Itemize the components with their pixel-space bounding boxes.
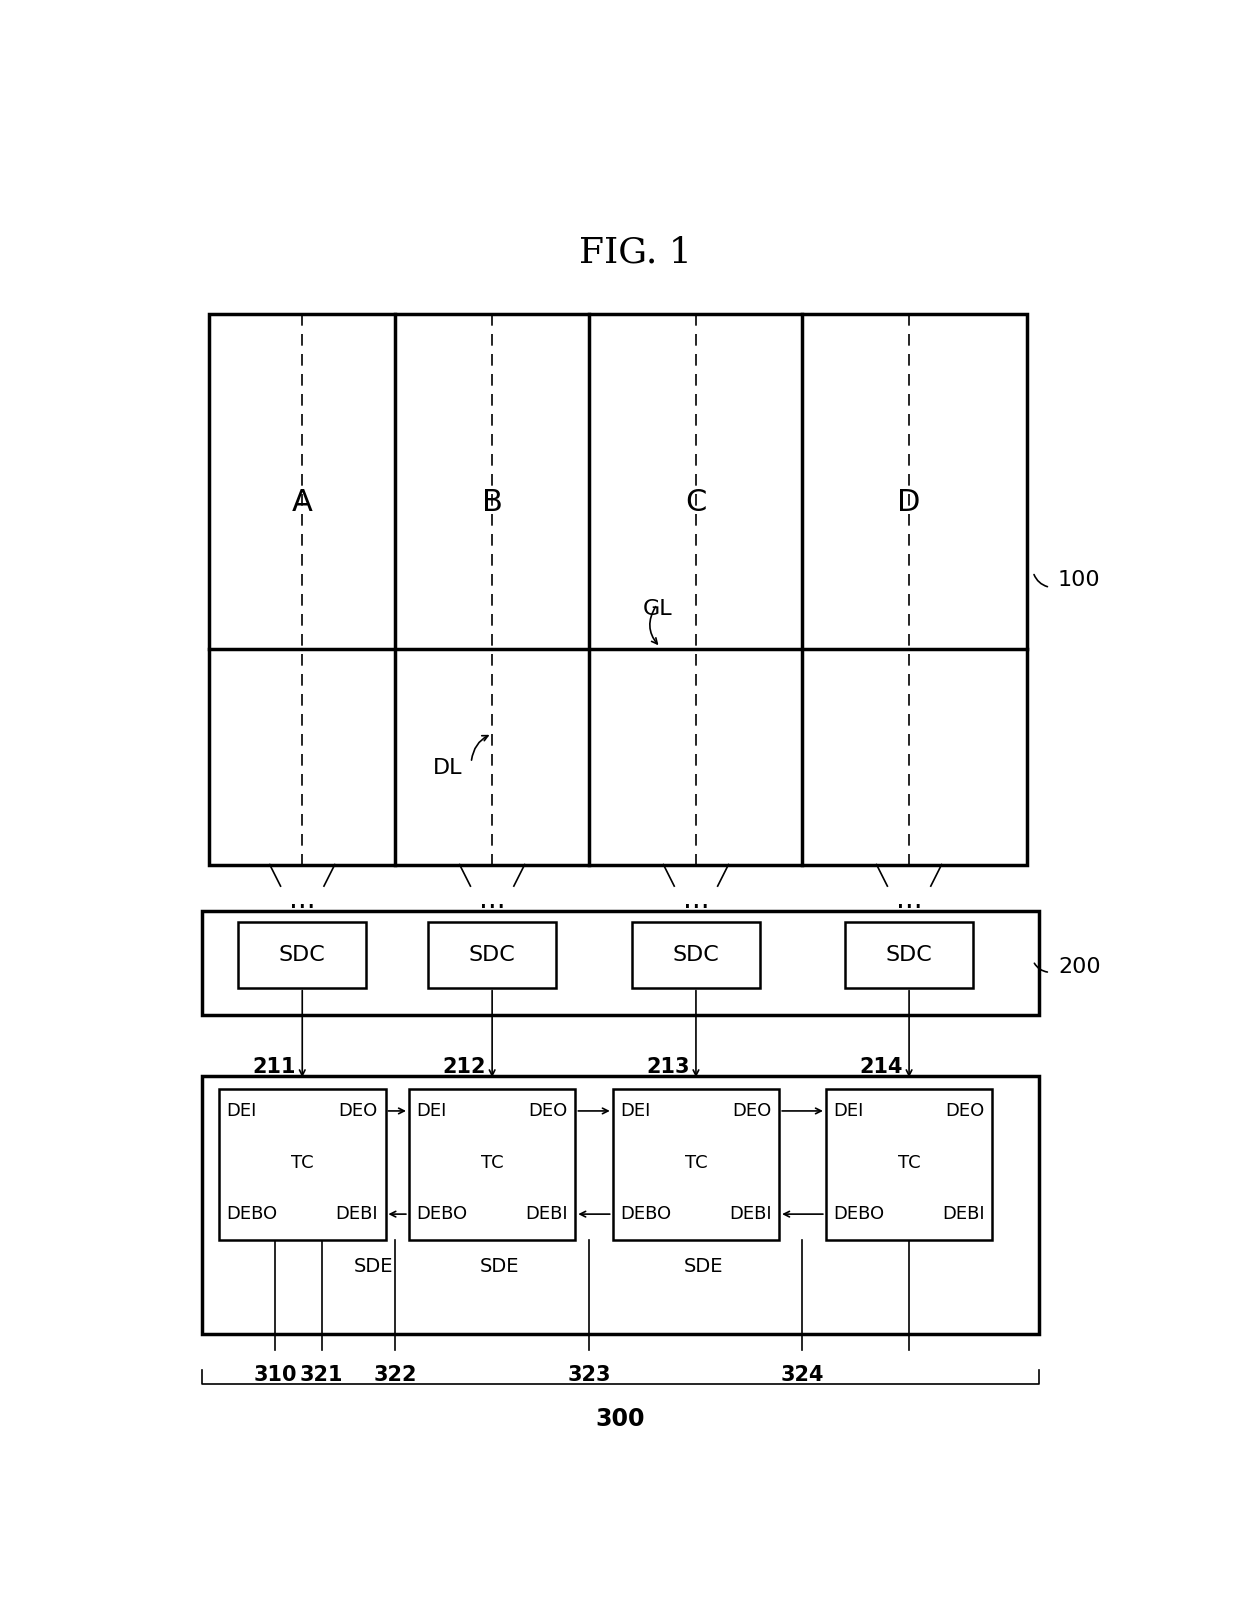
Bar [210, 315, 1027, 865]
Text: DEBI: DEBI [525, 1205, 568, 1223]
Bar [632, 923, 760, 988]
Text: DEO: DEO [733, 1101, 771, 1119]
Text: TC: TC [898, 1153, 920, 1171]
Text: DEI: DEI [417, 1101, 446, 1119]
Text: ...: ... [289, 886, 315, 913]
Text: 324: 324 [780, 1366, 823, 1385]
Text: 300: 300 [595, 1408, 645, 1431]
Bar [238, 923, 366, 988]
Text: TC: TC [291, 1153, 314, 1171]
Text: DEO: DEO [339, 1101, 378, 1119]
Text: DEBI: DEBI [335, 1205, 378, 1223]
Text: SDC: SDC [279, 946, 326, 965]
Bar [826, 1090, 992, 1239]
Text: 310: 310 [253, 1366, 296, 1385]
Text: 200: 200 [1058, 957, 1101, 976]
Text: DEBO: DEBO [227, 1205, 278, 1223]
Text: SDC: SDC [672, 946, 719, 965]
Text: SDC: SDC [469, 946, 516, 965]
Text: DEBI: DEBI [729, 1205, 771, 1223]
Text: FIG. 1: FIG. 1 [579, 235, 692, 269]
Text: DEI: DEI [620, 1101, 651, 1119]
Text: GL: GL [642, 599, 672, 620]
Text: 214: 214 [859, 1058, 903, 1077]
Text: 211: 211 [253, 1058, 296, 1077]
Text: DEI: DEI [227, 1101, 257, 1119]
Text: 213: 213 [646, 1058, 689, 1077]
Bar [409, 1090, 575, 1239]
Text: DEI: DEI [833, 1101, 864, 1119]
Text: A: A [291, 488, 312, 517]
Bar [201, 1077, 1039, 1335]
Text: SDE: SDE [683, 1257, 723, 1277]
Text: ...: ... [683, 886, 709, 913]
Text: 321: 321 [300, 1366, 343, 1385]
Text: DL: DL [433, 759, 463, 779]
Text: DEBO: DEBO [620, 1205, 672, 1223]
Bar [219, 1090, 386, 1239]
Text: ...: ... [895, 886, 923, 913]
Text: DEO: DEO [945, 1101, 985, 1119]
Text: ...: ... [479, 886, 506, 913]
Text: B: B [481, 488, 502, 517]
Text: DEBI: DEBI [942, 1205, 985, 1223]
Text: DEO: DEO [528, 1101, 568, 1119]
Bar [846, 923, 973, 988]
Text: SDE: SDE [355, 1257, 393, 1277]
Text: C: C [686, 488, 707, 517]
Text: 100: 100 [1058, 569, 1101, 590]
Bar [428, 923, 556, 988]
Text: 323: 323 [567, 1366, 611, 1385]
Text: D: D [898, 488, 921, 517]
Text: 212: 212 [443, 1058, 486, 1077]
Text: DEBO: DEBO [833, 1205, 884, 1223]
Text: TC: TC [481, 1153, 503, 1171]
Text: DEBO: DEBO [417, 1205, 467, 1223]
Text: SDC: SDC [885, 946, 932, 965]
Text: TC: TC [684, 1153, 707, 1171]
Bar [201, 910, 1039, 1015]
Bar [613, 1090, 779, 1239]
Text: 322: 322 [373, 1366, 417, 1385]
Text: SDE: SDE [480, 1257, 520, 1277]
